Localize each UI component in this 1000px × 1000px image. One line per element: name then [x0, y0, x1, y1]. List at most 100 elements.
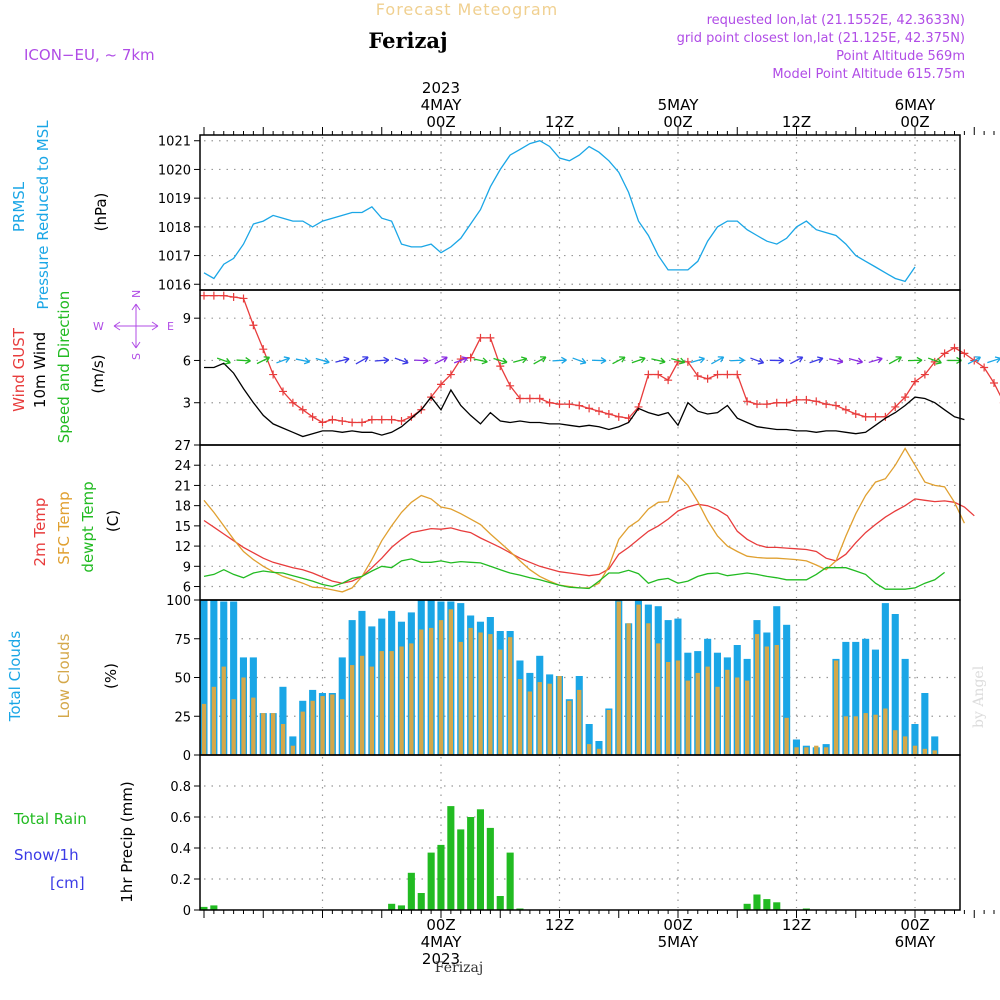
rain-bar — [210, 905, 218, 910]
gust-marker — [239, 294, 248, 303]
x-label-bottom: 12Z — [545, 916, 574, 934]
low-cloud-bar — [359, 655, 365, 755]
y-tick-label: 6 — [183, 581, 191, 596]
low-clouds-label: Low Clouds — [55, 633, 73, 718]
wind-arrow — [907, 356, 923, 364]
tsfc-label: SFC Temp — [55, 491, 73, 564]
gust-marker — [555, 400, 564, 409]
gust-marker — [525, 394, 534, 403]
wind-arrow-head — [481, 357, 488, 365]
gust-marker — [328, 415, 337, 424]
low-cloud-bar — [271, 713, 276, 755]
gust-marker — [901, 393, 910, 402]
x-label-bottom: 6MAY — [895, 933, 937, 951]
wind-direction-label: Speed and Direction — [55, 291, 73, 444]
wind-arrow — [730, 356, 745, 364]
total-cloud-bar — [862, 638, 870, 756]
wind-arrow — [572, 357, 587, 365]
gust-marker — [338, 417, 347, 426]
x-label-top: 4MAY — [421, 96, 463, 114]
wind-arrow-head — [362, 356, 369, 363]
prmsl-line — [203, 139, 916, 283]
y-tick-label: 0.2 — [170, 873, 191, 888]
rain-bar — [397, 905, 405, 910]
wind-arrow-head — [876, 356, 883, 364]
y-tick-label: 6 — [183, 354, 191, 369]
low-cloud-bar — [577, 689, 582, 755]
low-cloud-bar — [468, 627, 473, 755]
gust-marker — [269, 370, 278, 379]
x-label-top: 12Z — [545, 113, 574, 131]
x-label-bottom: 4MAY — [421, 933, 463, 951]
rain-bar — [447, 806, 455, 910]
wind-arrow-shaft — [790, 356, 803, 365]
low-cloud-bar — [290, 745, 295, 755]
wind-arrow — [216, 357, 231, 365]
wind-arrow-shaft — [276, 357, 290, 364]
wind-arrow-shaft — [612, 356, 626, 365]
y-tick-label: 0.8 — [170, 780, 191, 795]
wind-arrow-shaft — [690, 357, 705, 363]
wind-arrow — [414, 357, 429, 365]
wind-arrow-head — [698, 356, 705, 364]
gust-marker — [585, 404, 594, 413]
x-label-top: 00Z — [663, 113, 692, 131]
low-cloud-bar — [508, 637, 513, 755]
total-rain-label: Total Rain — [13, 810, 87, 828]
location-title: Ferizaj — [368, 28, 447, 53]
wind-arrow — [888, 356, 902, 365]
gust-marker — [466, 353, 475, 362]
low-cloud-bar — [517, 679, 523, 755]
low-cloud-bar — [626, 623, 631, 756]
rain-bar — [763, 899, 771, 910]
gust-marker — [950, 343, 959, 352]
gust-marker — [713, 370, 722, 379]
x-label-bottom: 5MAY — [658, 933, 700, 951]
gust-marker — [397, 417, 406, 426]
wind-arrow-shaft — [927, 357, 942, 364]
wind-arrow-head — [323, 357, 330, 365]
panel-frame — [199, 289, 961, 446]
wind-arrow-head — [303, 357, 311, 365]
gust-marker — [960, 349, 969, 358]
x-label-bottom: 00Z — [663, 916, 692, 934]
y-tick-label: 9 — [183, 560, 191, 575]
low-cloud-bar — [350, 665, 355, 755]
gust-marker — [614, 412, 623, 421]
clouds-unit: (%) — [102, 663, 120, 689]
low-cloud-bar — [666, 662, 671, 755]
wind-arrow-head — [935, 357, 942, 365]
wind-arrow — [671, 357, 686, 365]
wind-arrow — [355, 356, 369, 365]
total-cloud-bar — [279, 686, 287, 755]
low-cloud-bar — [389, 651, 394, 755]
precip-axis-label: 1hr Precip (mm) — [118, 781, 136, 902]
total-cloud-bar — [210, 600, 218, 755]
gust-marker — [288, 398, 297, 407]
wind-arrow — [394, 357, 409, 365]
wind-arrow — [315, 357, 330, 365]
total-cloud-bar — [871, 649, 879, 755]
gust-marker — [535, 394, 544, 403]
gust-marker — [575, 401, 584, 410]
low-cloud-bar — [537, 682, 542, 755]
gust-marker — [200, 291, 208, 300]
panel-frame — [199, 754, 961, 911]
compass-e: E — [167, 320, 174, 333]
low-cloud-bar — [656, 643, 661, 755]
wind-arrow-shaft — [434, 356, 448, 365]
snow-unit: [cm] — [50, 874, 85, 892]
total-cloud-bar — [921, 693, 929, 755]
total-cloud-bar — [842, 641, 850, 755]
wind-arrow-shaft — [414, 359, 429, 362]
wind-arrow — [809, 356, 824, 364]
gust-marker — [318, 418, 327, 427]
wind-arrow-shaft — [315, 357, 330, 364]
gust-marker — [476, 333, 485, 342]
gust-marker — [545, 398, 554, 407]
prmsl-unit: (hPa) — [92, 193, 110, 232]
rain-bar — [773, 902, 781, 911]
gust-marker — [940, 349, 949, 358]
low-cloud-bar — [873, 714, 878, 755]
gust-marker — [812, 397, 821, 406]
